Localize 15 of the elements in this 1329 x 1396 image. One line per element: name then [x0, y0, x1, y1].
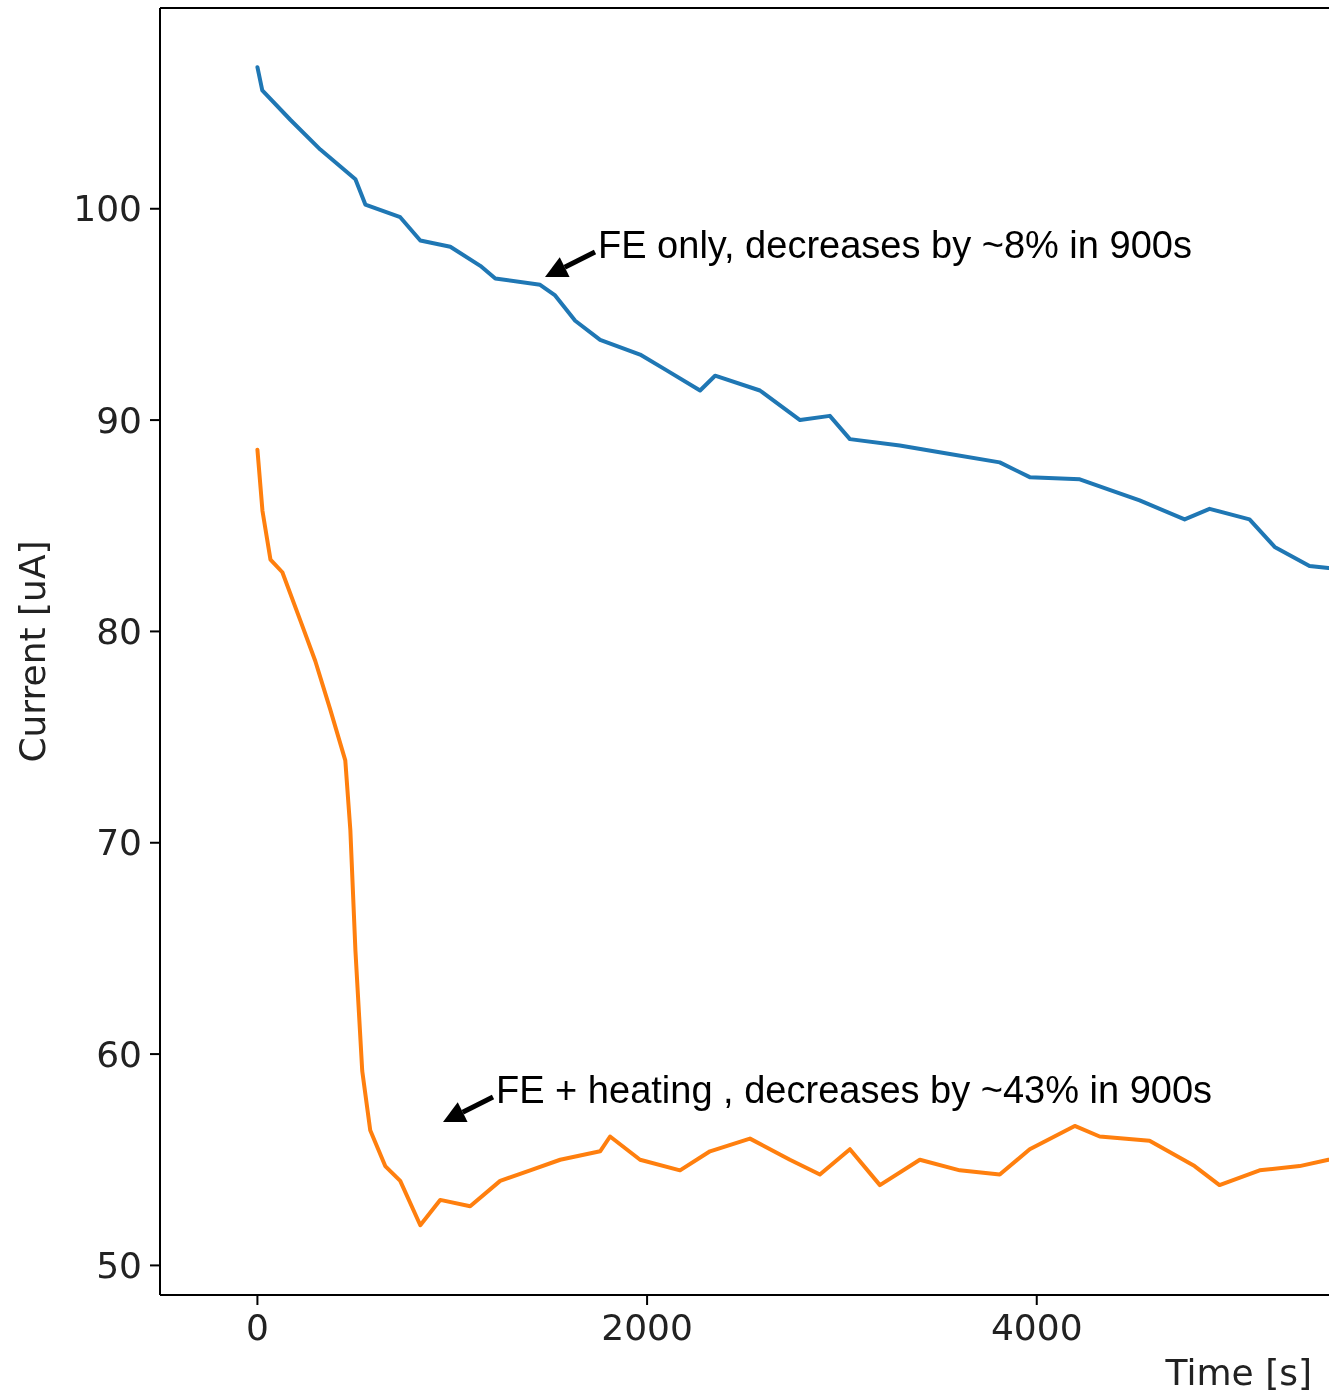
y-tick-label: 50 [96, 1245, 142, 1287]
x-tick-label: 2000 [601, 1307, 693, 1348]
annotation: FE only, decreases by ~8% in 900s [598, 224, 1192, 266]
x-tick-label: 4000 [990, 1307, 1083, 1348]
line-series [255, 447, 1329, 1228]
line-series [255, 65, 1329, 571]
annotation: FE + heating , decreases by ~43% in 900s [496, 1069, 1213, 1111]
y-tick-label: 70 [96, 822, 142, 864]
x-tick-label: 0 [245, 1307, 269, 1348]
y-tick-label: 60 [96, 1033, 142, 1075]
y-tick-label: 80 [96, 611, 142, 653]
y-axis-title: Current [uA] [12, 540, 53, 763]
y-tick-label: 100 [73, 188, 142, 230]
y-tick-label: 90 [96, 399, 142, 441]
x-axis-title: Time [s] [1164, 1352, 1312, 1393]
